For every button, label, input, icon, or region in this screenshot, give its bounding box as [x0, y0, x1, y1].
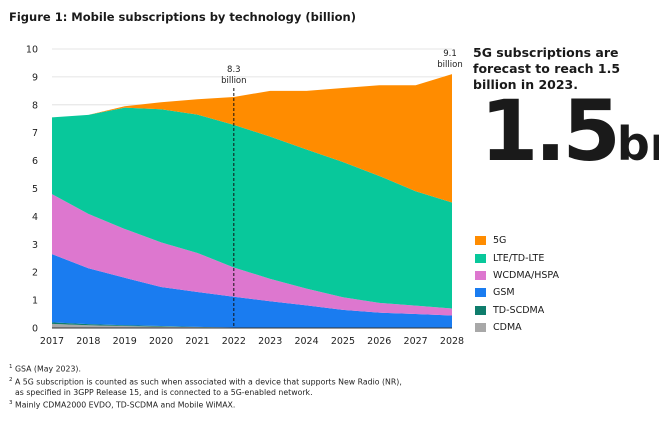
forecast-callout: 5G subscriptions are forecast to reach 1… — [473, 45, 621, 92]
chart-title: Figure 1: Mobile subscriptions by techno… — [9, 10, 356, 24]
legend-item: TD-SCDMA — [475, 302, 559, 319]
area-wcdma-hspa — [52, 194, 452, 316]
footnotes: 1 GSA (May 2023). 2 A 5G subscription is … — [9, 362, 402, 411]
y-tick-label: 1 — [32, 296, 38, 307]
legend-label: GSM — [493, 287, 515, 299]
footnote-text: GSA (May 2023). — [14, 364, 81, 374]
footnote: 3 Mainly CDMA2000 EVDO, TD-SCDMA and Mob… — [9, 398, 402, 411]
legend-item: GSM — [475, 284, 559, 301]
footnote-text: Mainly CDMA2000 EVDO, TD-SCDMA and Mobil… — [14, 400, 236, 410]
x-tick-label: 2021 — [185, 336, 209, 347]
big-number-value: 1.5 — [480, 82, 621, 180]
y-tick-label: 9 — [32, 72, 38, 83]
footnote-text: A 5G subscription is counted as such whe… — [14, 377, 402, 387]
legend-swatch — [475, 236, 486, 246]
legend-swatch — [475, 323, 486, 333]
x-tick-label: 2020 — [149, 336, 173, 347]
y-tick-label: 0 — [32, 324, 38, 335]
legend-swatch — [475, 270, 486, 280]
legend-label: CDMA — [493, 322, 522, 334]
x-tick-label: 2023 — [258, 336, 282, 347]
legend-label: WCDMA/HSPA — [493, 269, 560, 281]
footnote: 1 GSA (May 2023). — [9, 362, 402, 375]
stacked-areas — [52, 74, 452, 328]
legend-item: 5G — [475, 232, 559, 249]
annotation-2028-value: 9.1 — [443, 49, 457, 59]
legend-label: LTE/TD-LTE — [493, 252, 545, 264]
x-tick-label: 2024 — [294, 336, 318, 347]
footnote-text: as specified in 3GPP Release 15, and is … — [15, 388, 313, 398]
footnote-mark: 1 — [9, 364, 13, 370]
area-gsm — [52, 254, 452, 328]
x-tick-label: 2026 — [367, 336, 391, 347]
axes: 0 1 2 3 4 5 6 7 8 9 10 2017 2018 2019 2020 2021 2022 2023… — [26, 45, 464, 348]
legend-item: CDMA — [475, 319, 559, 336]
legend-swatch — [475, 253, 486, 263]
x-tick-label: 2019 — [113, 336, 137, 347]
x-tick-label: 2025 — [331, 336, 355, 347]
x-tick-label: 2028 — [440, 336, 464, 347]
legend-item: WCDMA/HSPA — [475, 267, 559, 284]
area-chart: 0 1 2 3 4 5 6 7 8 9 10 2017 2018 2019 2020 2021 2022 2023… — [26, 45, 464, 348]
y-tick-label: 7 — [32, 128, 38, 139]
footnote-mark: 2 — [9, 376, 13, 383]
annotation-2028-unit: billion — [437, 60, 462, 70]
y-tick-label: 6 — [32, 156, 38, 167]
y-tick-label: 3 — [32, 240, 38, 251]
x-tick-label: 2022 — [222, 336, 246, 347]
annotation-2022-value: 8.3 — [227, 65, 241, 75]
footnote: as specified in 3GPP Release 15, and is … — [9, 387, 402, 398]
y-tick-label: 8 — [32, 100, 38, 111]
big-number-callout: 1.5bn — [480, 76, 659, 199]
x-tick-label: 2018 — [76, 336, 100, 347]
legend: 5G LTE/TD-LTE WCDMA/HSPA GSM TD-SCDMA CDMA — [475, 232, 559, 336]
annotation-2022-unit: billion — [221, 76, 246, 86]
legend-item: LTE/TD-LTE — [475, 249, 559, 266]
y-tick-label: 5 — [32, 184, 38, 195]
footnote: 2 A 5G subscription is counted as such w… — [9, 375, 402, 388]
footnote-mark: 3 — [9, 400, 13, 407]
area-cdma — [52, 323, 452, 328]
area-lte-td-lte — [52, 107, 452, 309]
area-5g — [52, 74, 452, 203]
y-tick-label: 2 — [32, 268, 38, 279]
legend-swatch — [475, 305, 486, 315]
x-tick-label: 2027 — [404, 336, 428, 347]
legend-label: TD-SCDMA — [493, 304, 545, 316]
big-number-unit: bn — [616, 117, 659, 171]
y-tick-label: 10 — [26, 45, 38, 56]
y-tick-label: 4 — [32, 212, 38, 223]
legend-label: 5G — [493, 235, 507, 247]
legend-swatch — [475, 288, 486, 298]
x-tick-label: 2017 — [40, 336, 64, 347]
